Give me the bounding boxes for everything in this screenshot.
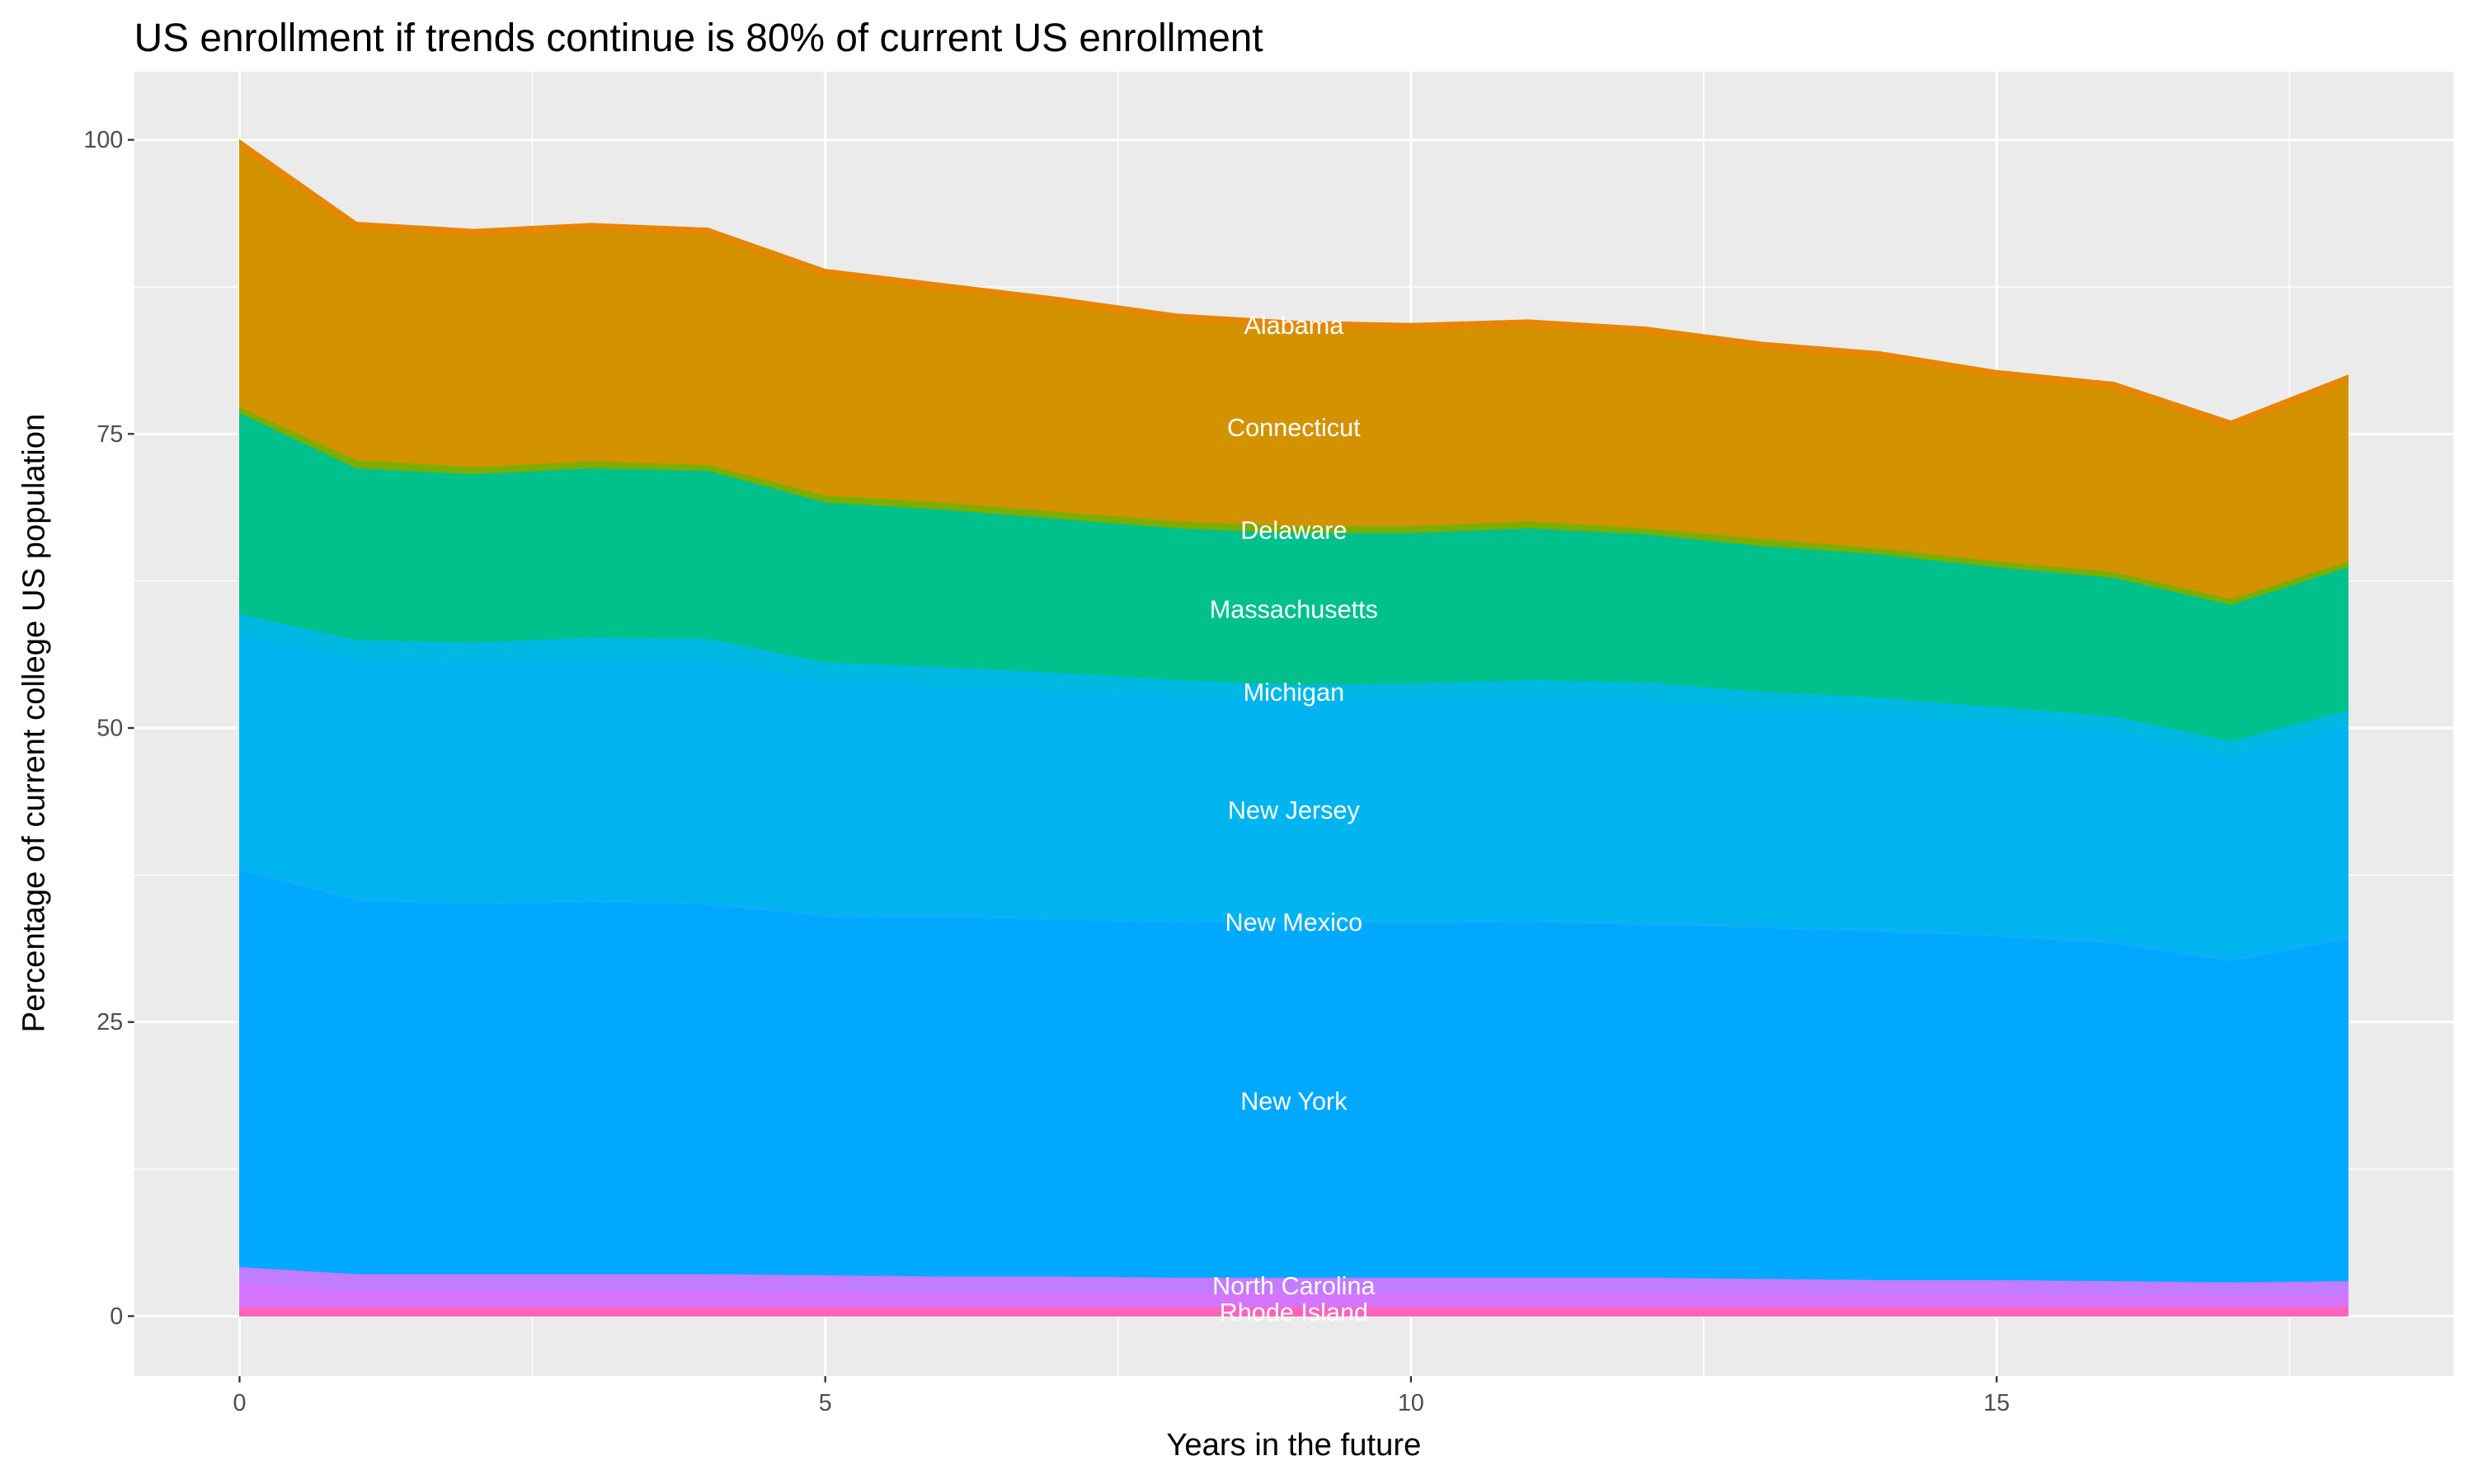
x-axis-title: Years in the future <box>1166 1427 1421 1463</box>
y-axis-title: Percentage of current college US populat… <box>16 414 52 1033</box>
y-tick-label: 75 <box>96 421 123 448</box>
label-north-carolina: North Carolina <box>1212 1272 1376 1300</box>
axes: 0 25 50 75 100 0 5 10 15 <box>83 127 2010 1416</box>
label-new-mexico: New Mexico <box>1225 909 1363 937</box>
label-alabama: Alabama <box>1244 312 1344 340</box>
x-tick-label: 10 <box>1398 1390 1424 1416</box>
label-michigan: Michigan <box>1244 679 1345 707</box>
label-connecticut: Connecticut <box>1227 414 1361 442</box>
y-tick-label: 100 <box>83 127 123 153</box>
label-new-jersey: New Jersey <box>1228 796 1361 824</box>
area-layers <box>238 139 2349 1317</box>
label-new-york: New York <box>1240 1087 1348 1115</box>
label-massachusetts: Massachusetts <box>1210 596 1378 624</box>
y-tick-label: 25 <box>96 1009 123 1036</box>
x-tick-label: 5 <box>819 1390 832 1416</box>
label-rhode-island: Rhode Island <box>1220 1298 1368 1327</box>
chart-title: US enrollment if trends continue is 80% … <box>134 16 1263 60</box>
x-tick-label: 15 <box>1983 1390 2010 1416</box>
y-tick-label: 50 <box>96 716 123 742</box>
x-tick-label: 0 <box>233 1390 246 1416</box>
label-delaware: Delaware <box>1240 516 1347 544</box>
area-alabama <box>238 139 2349 429</box>
y-tick-label: 0 <box>110 1303 123 1330</box>
